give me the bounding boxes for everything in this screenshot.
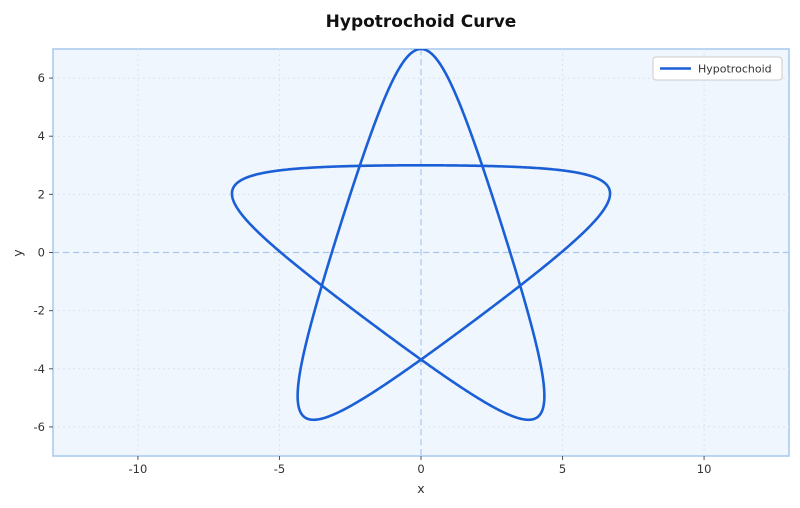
x-tick-label: 10 (697, 462, 712, 476)
x-tick-label: 5 (559, 462, 566, 476)
x-tick-label: -10 (129, 462, 148, 476)
y-tick-label: 4 (38, 129, 45, 143)
legend: Hypotrochoid (652, 56, 783, 81)
x-axis-label: x (417, 481, 424, 496)
y-tick-label: 2 (38, 187, 45, 201)
y-tick-label: -2 (34, 304, 45, 318)
y-tick-label: -4 (34, 362, 45, 376)
y-tick-label: 6 (38, 71, 45, 85)
legend-box (652, 56, 783, 81)
y-tick-label: -6 (34, 420, 45, 434)
x-tick-label: 0 (417, 462, 424, 476)
chart-title: Hypotrochoid Curve (326, 12, 517, 32)
y-tick-labels: -6 -4 -2 0 2 4 6 (34, 71, 53, 434)
zero-lines (53, 49, 789, 456)
y-tick-label: 0 (38, 246, 45, 260)
x-tick-labels: -10 -5 0 5 10 (129, 456, 712, 476)
x-tick-label: -5 (274, 462, 285, 476)
y-axis-label: y (10, 249, 25, 257)
legend-label: Hypotrochoid (698, 63, 772, 76)
series-line-hypotrochoid (230, 49, 612, 422)
